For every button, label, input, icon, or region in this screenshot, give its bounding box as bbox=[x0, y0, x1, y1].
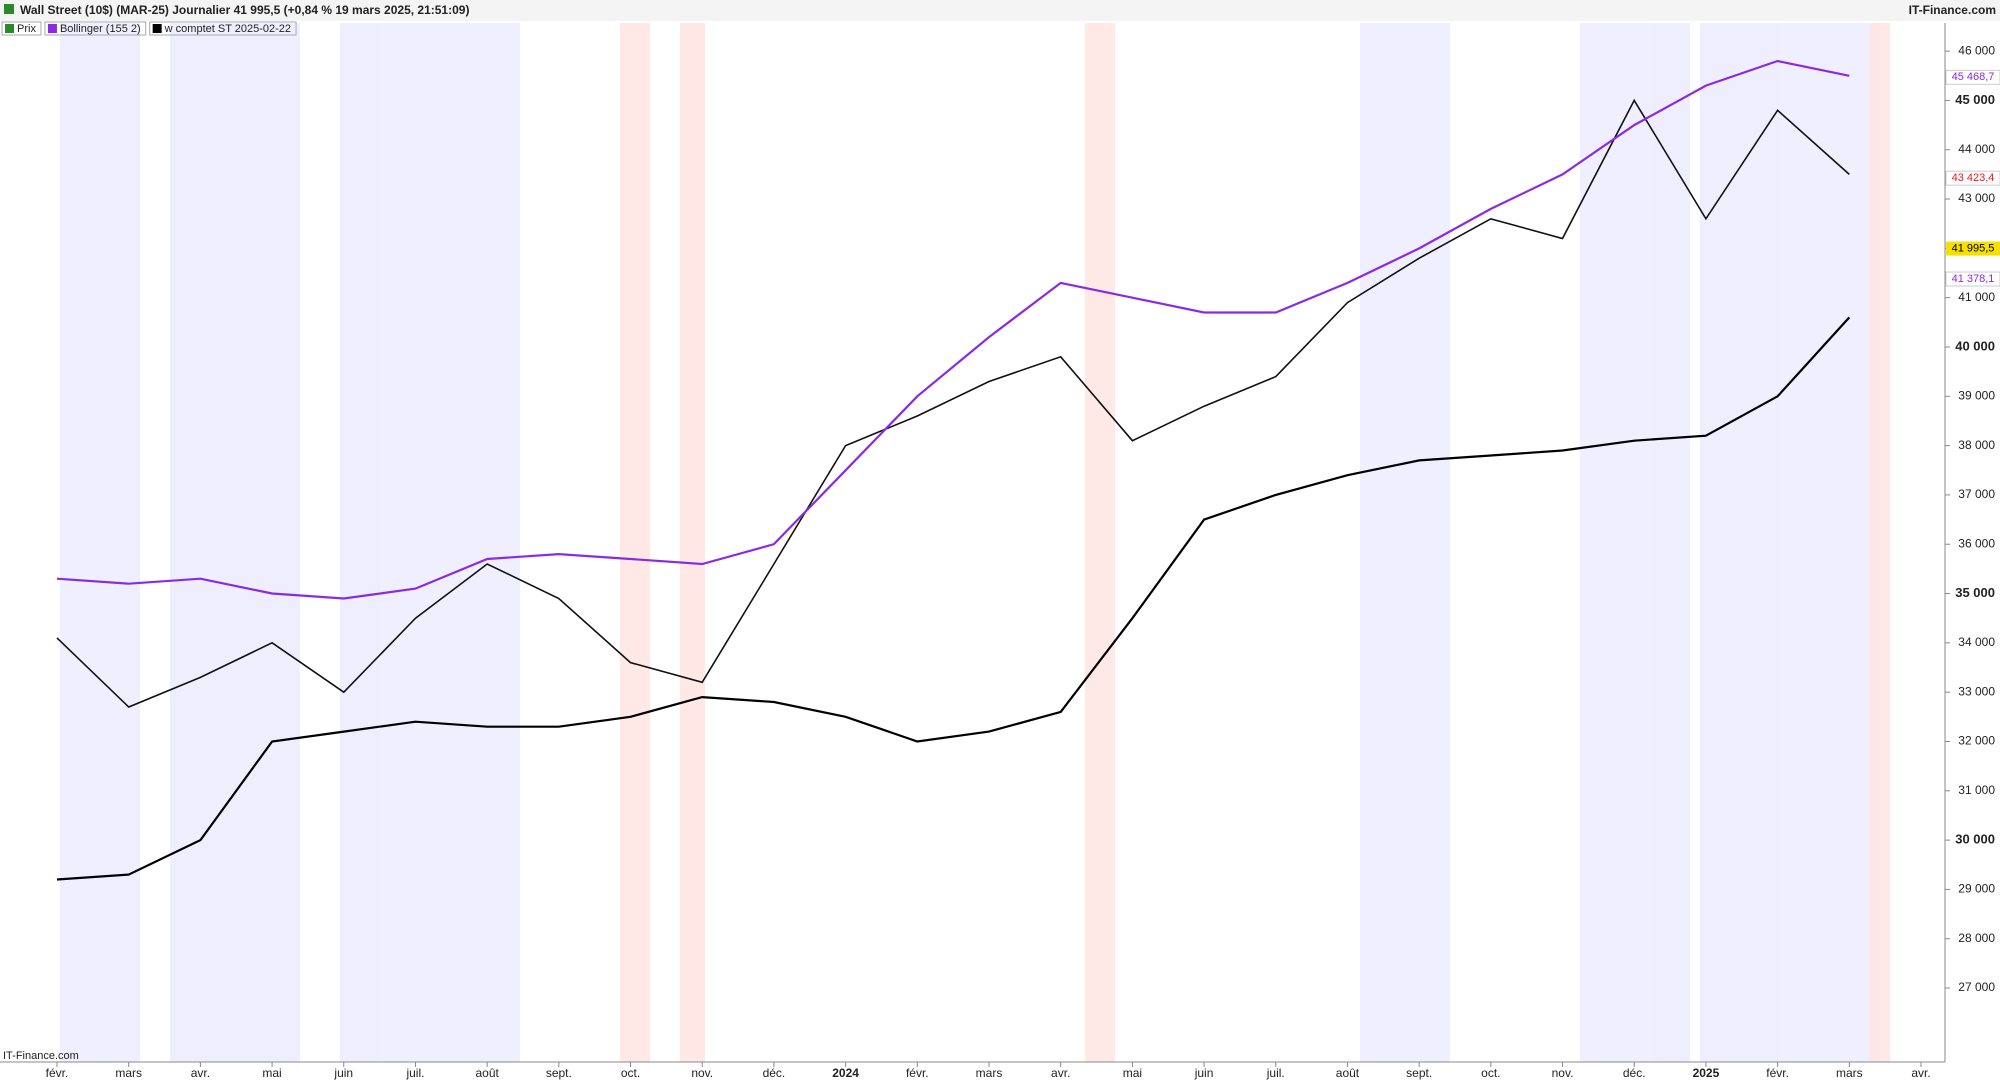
x-tick-label: mars bbox=[115, 1066, 142, 1080]
y-tick-label: 45 000 bbox=[1955, 92, 1995, 107]
x-tick-label: juin bbox=[333, 1066, 353, 1080]
y-tick-label: 37 000 bbox=[1958, 487, 1995, 501]
x-tick-label: août bbox=[1336, 1066, 1360, 1080]
x-tick-label: mai bbox=[262, 1066, 281, 1080]
y-tick-label: 32 000 bbox=[1958, 734, 1995, 748]
legend-frame bbox=[1, 21, 42, 36]
y-tick-label: 38 000 bbox=[1958, 438, 1995, 452]
series-line bbox=[56, 59, 1850, 600]
event-shading bbox=[620, 23, 1890, 1062]
x-tick-label: déc. bbox=[763, 1066, 786, 1080]
y-tick-label: 31 000 bbox=[1958, 783, 1995, 797]
x-tick-label: juil. bbox=[405, 1066, 424, 1080]
chart-title: Wall Street (10$) (MAR-25) Journalier 41… bbox=[20, 3, 469, 17]
x-tick-label: juil. bbox=[1266, 1066, 1285, 1080]
x-tick-label: oct. bbox=[621, 1066, 640, 1080]
x-tick-label: mai bbox=[1123, 1066, 1142, 1080]
series-line bbox=[56, 316, 1851, 881]
x-tick-label: avr. bbox=[1911, 1066, 1930, 1080]
x-tick-label: nov. bbox=[691, 1066, 713, 1080]
price-label: 41 995,5 bbox=[1952, 242, 1995, 254]
x-tick-label: 2025 bbox=[1693, 1066, 1720, 1080]
legend-swatch bbox=[47, 24, 57, 33]
price-label: 43 423,4 bbox=[1952, 172, 1995, 184]
legend-swatch bbox=[5, 24, 14, 33]
x-tick-label: nov. bbox=[1552, 1066, 1574, 1080]
y-tick-label: 44 000 bbox=[1958, 142, 1995, 156]
price-label-box bbox=[1946, 241, 2000, 256]
x-tick-label: déc. bbox=[1623, 1066, 1646, 1080]
price-label: 41 378,1 bbox=[1952, 273, 1995, 285]
y-tick-label: 46 000 bbox=[1958, 43, 1995, 57]
y-tick-label: 30 000 bbox=[1955, 832, 1995, 847]
y-tick-label: 27 000 bbox=[1958, 980, 1995, 994]
y-tick-label: 40 000 bbox=[1955, 338, 1995, 353]
x-tick-label: août bbox=[475, 1066, 499, 1080]
price-label-box bbox=[1945, 170, 2000, 186]
y-tick-label: 34 000 bbox=[1958, 635, 1995, 649]
header-bar bbox=[0, 0, 2000, 21]
y-tick-label: 39 000 bbox=[1958, 388, 1995, 402]
legend-swatch bbox=[152, 24, 162, 33]
x-tick-label: oct. bbox=[1481, 1066, 1500, 1080]
legend-label: Bollinger (155 2) bbox=[60, 23, 141, 35]
x-tick-label: juin bbox=[1194, 1066, 1214, 1080]
x-tick-label: avr. bbox=[191, 1066, 210, 1080]
legend-frame bbox=[149, 21, 297, 36]
brand-footer: IT-Finance.com bbox=[3, 1050, 79, 1062]
x-tick-label: avr. bbox=[1051, 1066, 1070, 1080]
x-tick-label: févr. bbox=[1766, 1066, 1789, 1080]
x-tick-label: févr. bbox=[906, 1066, 929, 1080]
y-tick-label: 35 000 bbox=[1955, 585, 1995, 600]
x-tick-label: 2024 bbox=[832, 1066, 859, 1080]
x-tick-label: sept. bbox=[1406, 1066, 1432, 1080]
x-tick-label: mars bbox=[1836, 1066, 1863, 1080]
x-tick-label: sept. bbox=[546, 1066, 572, 1080]
y-tick-label: 29 000 bbox=[1958, 882, 1995, 896]
y-tick-label: 43 000 bbox=[1958, 191, 1995, 205]
session-shading bbox=[60, 23, 1880, 1062]
y-tick-label: 33 000 bbox=[1958, 684, 1995, 698]
x-tick-label: févr. bbox=[46, 1066, 69, 1080]
legend-label: Prix bbox=[17, 23, 36, 35]
price-label-box bbox=[1945, 271, 2000, 287]
legend: Prix Bollinger (155 2) w comptet ST 2025-0… bbox=[1, 21, 297, 36]
price-label: 45 468,7 bbox=[1952, 71, 1995, 83]
series-line bbox=[56, 98, 1850, 708]
brand: IT-Finance.com bbox=[1909, 3, 1996, 17]
app-icon bbox=[4, 4, 14, 14]
y-tick-label: 36 000 bbox=[1958, 536, 1995, 550]
x-tick-label: mars bbox=[976, 1066, 1003, 1080]
y-tick-label: 41 000 bbox=[1958, 290, 1995, 304]
legend-label: w comptet ST 2025-02-22 bbox=[164, 23, 291, 35]
legend-frame bbox=[44, 21, 147, 36]
y-tick-label: 28 000 bbox=[1958, 931, 1995, 945]
price-label-box bbox=[1945, 69, 2000, 85]
